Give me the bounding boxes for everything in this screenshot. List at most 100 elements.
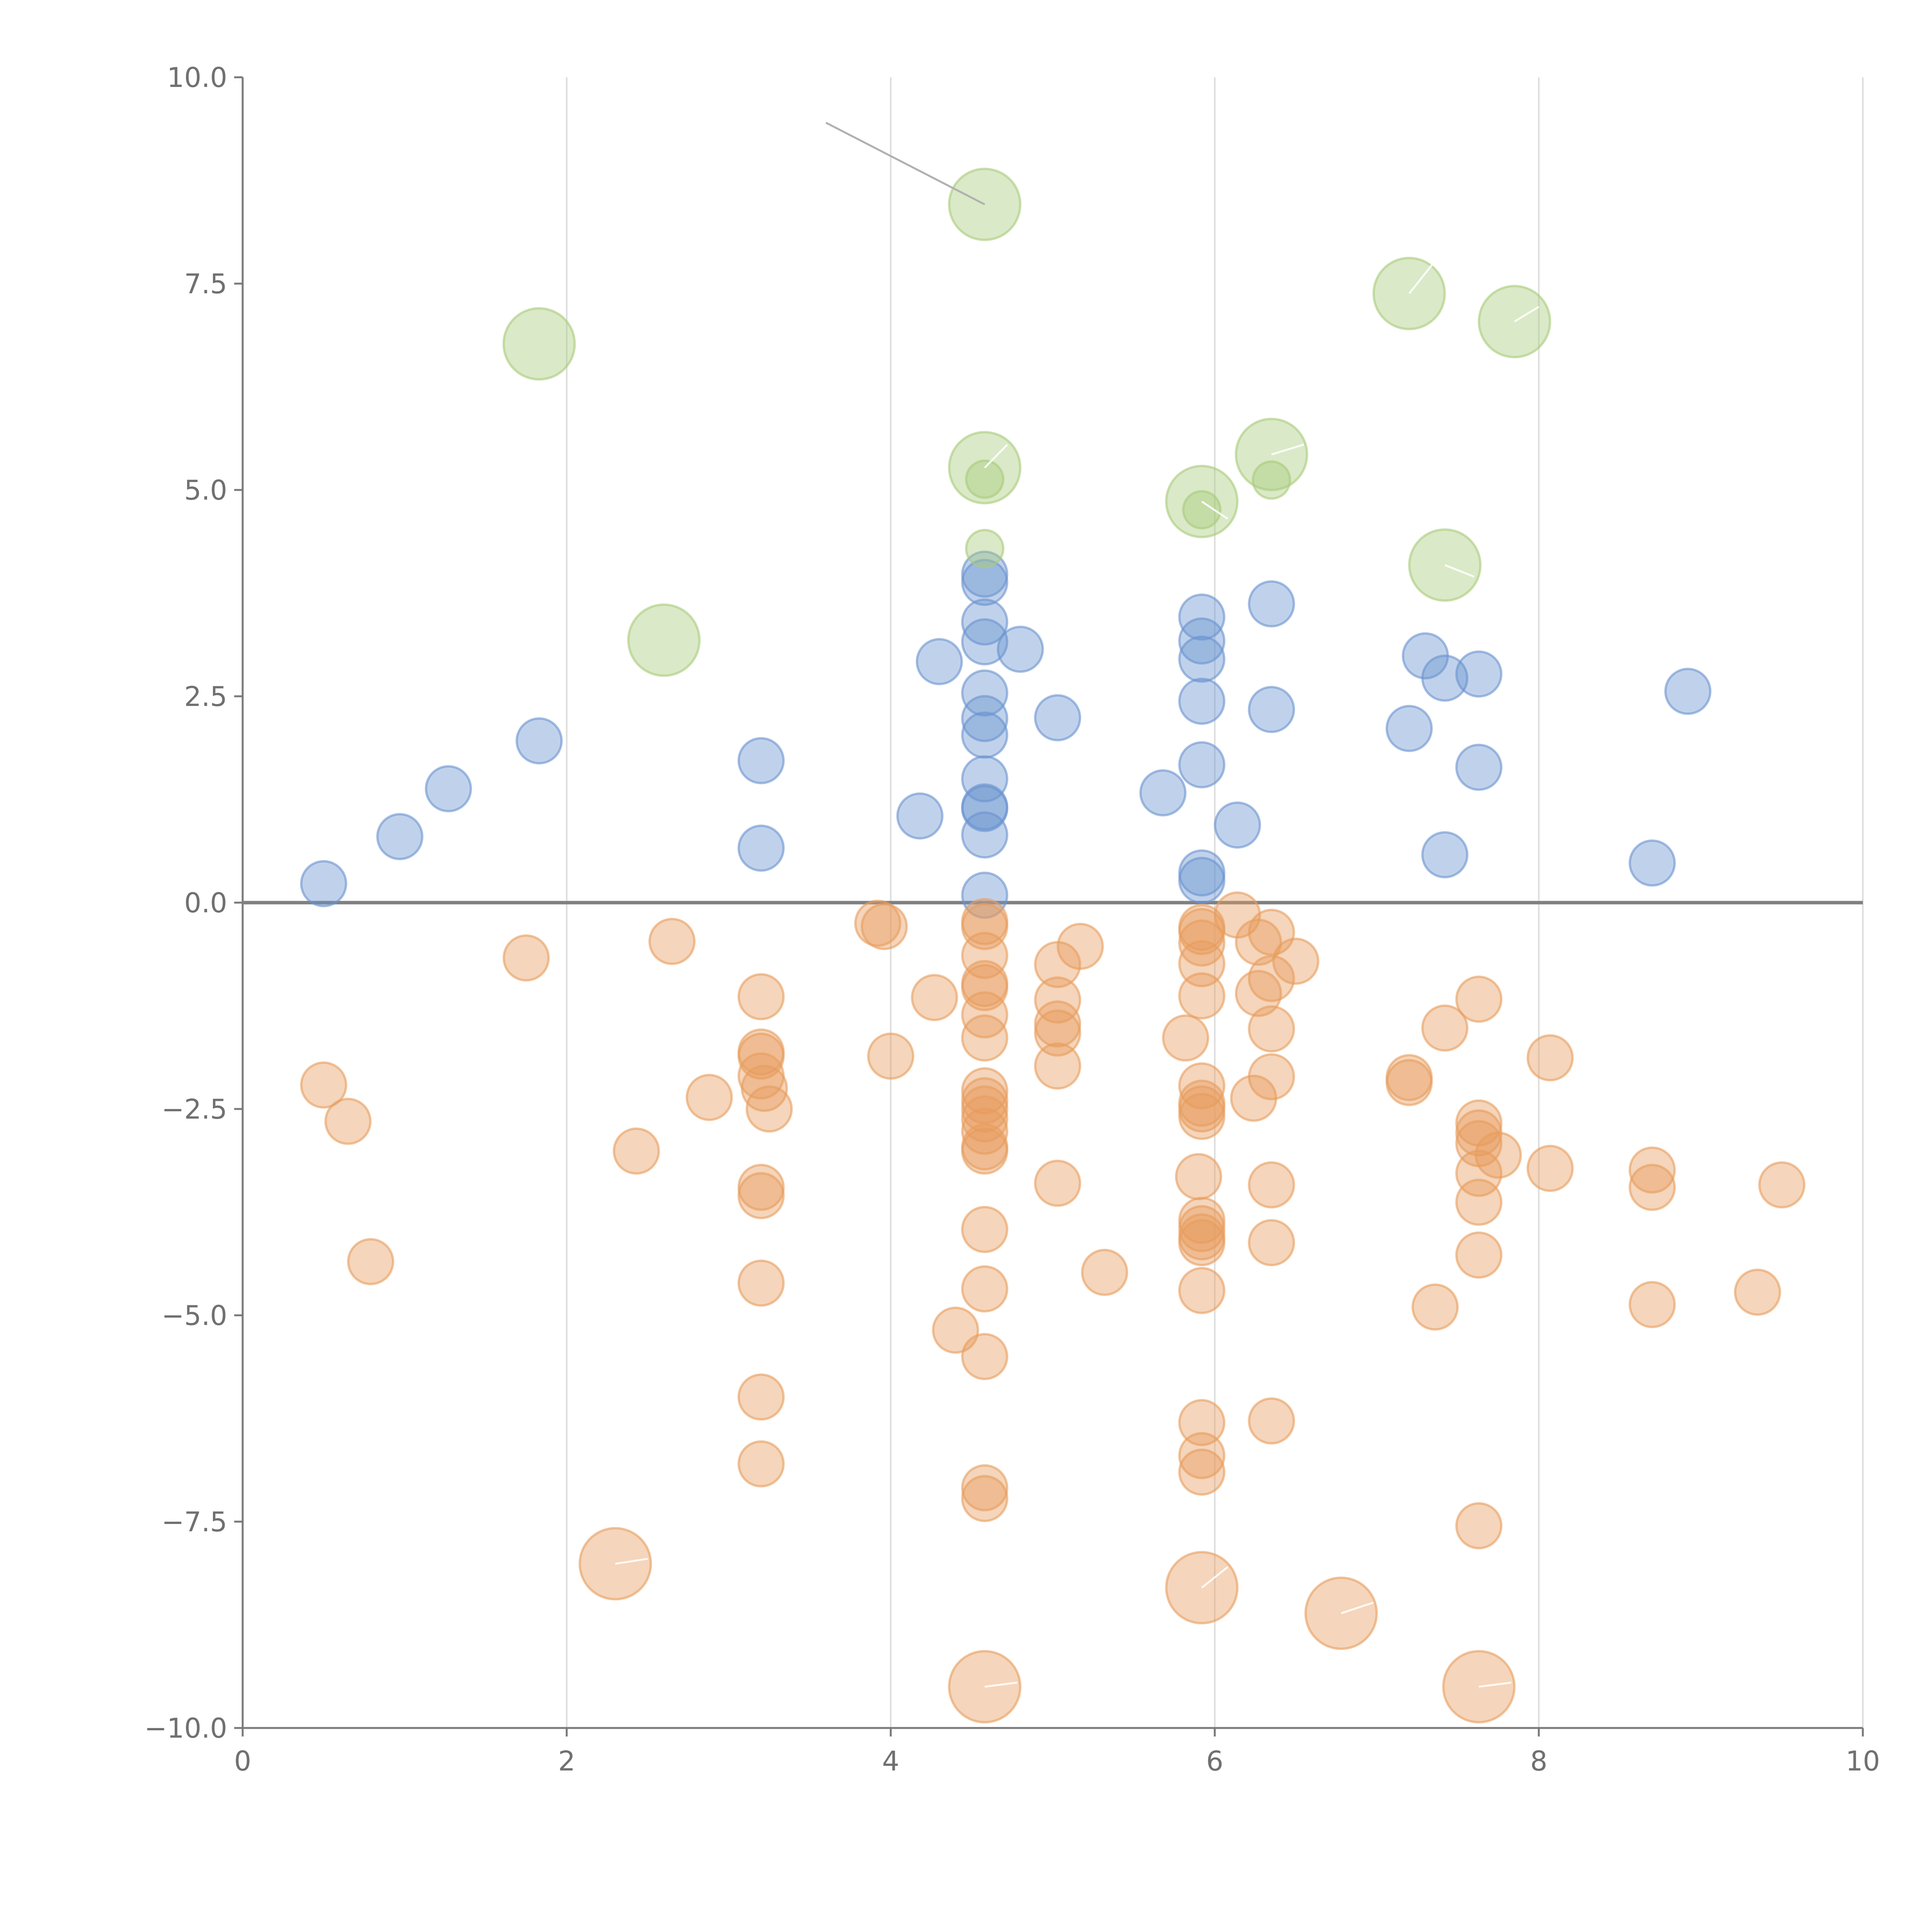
negative-point [324, 1098, 372, 1145]
negative-point [737, 1259, 785, 1307]
negative-point [1628, 1281, 1676, 1328]
positive-point [1385, 705, 1433, 752]
negative-point [1734, 1269, 1781, 1316]
positive-point [376, 813, 423, 861]
negative-point [1235, 969, 1282, 1017]
negative-point [1421, 1004, 1469, 1052]
negative-point [1248, 1219, 1295, 1267]
positive-point [1214, 801, 1261, 849]
annotation-leaders [615, 122, 1539, 1688]
negative-point [1178, 919, 1226, 967]
negative-point [1272, 937, 1320, 985]
annotation-leader-line [984, 444, 1008, 469]
positive-point [515, 717, 563, 765]
negative-point [737, 1172, 785, 1219]
positive-point [737, 825, 785, 872]
y-tick-label: 10.0 [167, 62, 227, 94]
series-negative [300, 891, 1806, 1549]
positive-point [961, 785, 1009, 832]
positive-point [997, 626, 1044, 673]
negative-point [685, 1074, 733, 1121]
positive-point [1178, 593, 1226, 641]
positive-point [1248, 580, 1295, 628]
negative-point [1034, 1009, 1082, 1057]
positive-point [896, 792, 944, 840]
annotation-leader-line [825, 122, 985, 206]
positive-point [1455, 743, 1503, 791]
negative-point [961, 1107, 1009, 1155]
negative-point [961, 1206, 1009, 1253]
positive-point [1178, 635, 1226, 683]
annotation-leader-line [1408, 262, 1434, 294]
negative-point [1178, 1267, 1226, 1314]
annotation-leader-line [1478, 1682, 1512, 1688]
negative-point [1248, 1005, 1295, 1053]
negative-point [741, 1065, 788, 1112]
negative-point [1526, 1034, 1574, 1082]
negative-point [1526, 1145, 1574, 1192]
small-highlighted-point [1182, 490, 1222, 530]
positive-point [1178, 677, 1226, 725]
positive-point [737, 737, 785, 784]
negative-point [1235, 918, 1282, 966]
large-positive-point [502, 307, 576, 381]
negative-point [961, 903, 1009, 950]
y-axis-ticks: 10.0 7.5 5.0 2.5 0.0 −2.5 −5.0 −7.5 −10.0 [144, 62, 243, 1744]
negative-point [1081, 1248, 1128, 1296]
negative-point [961, 1464, 1009, 1512]
negative-point [300, 1061, 347, 1109]
negative-point [1178, 1448, 1226, 1496]
y-tick-label: 2.5 [184, 681, 227, 713]
series-large-negative [578, 1527, 1516, 1724]
negative-point [502, 934, 550, 982]
negative-point [1412, 1283, 1459, 1331]
negative-point [961, 1265, 1009, 1313]
x-tick-label: 0 [234, 1745, 252, 1777]
series-large-positive [502, 167, 1551, 677]
negative-point [1178, 1219, 1226, 1267]
annotation-leader-line [615, 1558, 648, 1565]
small-highlighted-point [965, 459, 1005, 499]
negative-point [961, 1333, 1009, 1380]
negative-point [961, 1127, 1009, 1175]
negative-point [1758, 1161, 1806, 1209]
y-tick-label: −2.5 [162, 1094, 227, 1125]
positive-point [300, 860, 347, 907]
negative-point [1385, 1059, 1433, 1106]
positive-point [1628, 839, 1676, 887]
negative-point [1175, 1153, 1222, 1201]
x-tick-label: 8 [1530, 1745, 1548, 1777]
negative-point [1248, 955, 1295, 1002]
positive-point [961, 811, 1009, 859]
annotation-leader-line [1444, 564, 1475, 578]
large-positive-point [627, 603, 701, 677]
negative-point [1475, 1131, 1522, 1179]
y-tick-label: 0.0 [184, 887, 227, 919]
series-positive [300, 550, 1712, 919]
positive-point [1421, 655, 1469, 702]
negative-point [1628, 1163, 1676, 1211]
positive-point [1455, 650, 1503, 698]
negative-point [1178, 972, 1226, 1020]
negative-point [1248, 1053, 1295, 1100]
negative-point [1178, 940, 1226, 988]
positive-point [1178, 741, 1226, 789]
negative-point [1034, 1160, 1082, 1207]
negative-point [1455, 1502, 1503, 1549]
annotation-leader-line [1341, 1601, 1374, 1614]
positive-point [915, 638, 963, 685]
negative-point [961, 964, 1009, 1012]
negative-point [612, 1127, 660, 1175]
negative-point [911, 974, 958, 1021]
negative-point [1178, 908, 1226, 955]
positive-point [1664, 668, 1712, 715]
positive-point [1139, 769, 1187, 816]
negative-point [961, 1475, 1009, 1522]
negative-point [1455, 1231, 1503, 1279]
positive-point [961, 669, 1009, 717]
negative-point [961, 1014, 1009, 1062]
positive-point [961, 711, 1009, 759]
negative-point [1034, 976, 1082, 1024]
positive-point [1421, 831, 1469, 879]
negative-point [1628, 1146, 1676, 1194]
